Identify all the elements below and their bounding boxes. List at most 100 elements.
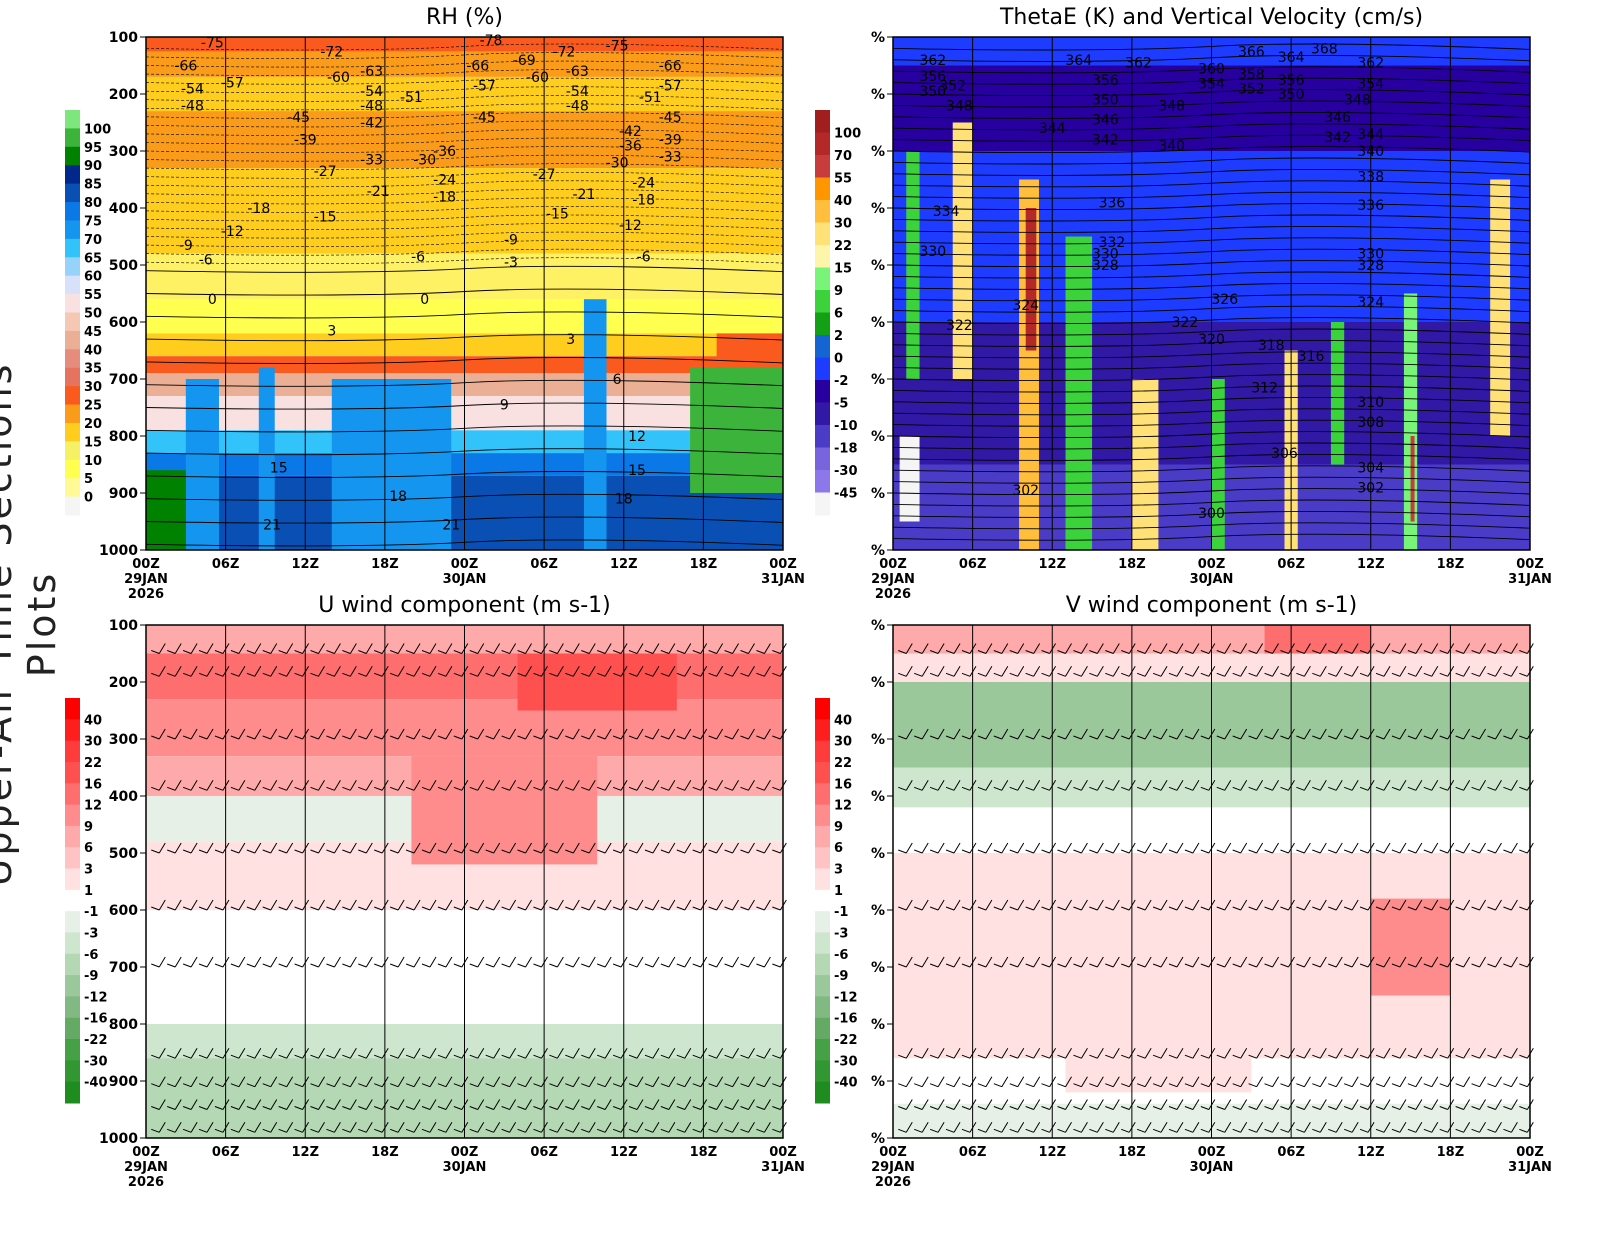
wind-barb [358,1076,373,1088]
wind-barb [1264,728,1279,740]
contour-label: 356 [919,69,946,85]
wind-barb [945,842,961,854]
colorbar-label: -30 [84,1054,108,1069]
wind-barb [1073,899,1088,911]
contour-label: -54 [360,84,383,100]
contour-label: 9 [500,398,509,414]
contour-line [145,163,784,170]
wind-barb [326,842,341,854]
x-date-label: 29JAN [124,572,168,587]
x-tick-label: 18Z [371,1145,399,1160]
wind-barb [581,780,596,791]
colorbar-swatch [65,953,80,976]
y-tick-label: % [871,144,885,160]
wind-barb [756,1047,771,1059]
colorbar-swatch [815,132,830,156]
wind-barb [756,1099,771,1110]
wind-barb [198,1076,214,1088]
panel-4: V wind component (m s-1) 00Z 06Z 12Z 18Z 00Z 0… [815,593,1552,1190]
colorbar-swatch [65,459,80,479]
wind-barb [1152,728,1168,740]
colorbar-label: 30 [84,380,102,395]
colorbar-label: -3 [834,926,848,941]
wind-barb [1009,780,1025,791]
wind-barb [1423,1076,1439,1088]
wind-barb [1407,1076,1423,1088]
wind-barb [628,956,644,968]
x-date-label: 2026 [128,1175,164,1190]
contour-label: 3 [327,324,336,340]
contour-label: 330 [919,244,946,260]
colorbar-swatch [815,932,830,955]
wind-barb [1232,780,1248,791]
wind-barb [1391,666,1407,677]
contour-label: -75 [606,39,629,55]
wind-barb [485,956,501,968]
x-date-label: 2026 [128,587,164,602]
wind-barb [756,666,771,677]
x-date-label: 2026 [875,587,911,602]
wind-barb [182,899,198,911]
contour-label: 318 [1258,338,1285,354]
wind-barb [708,666,724,677]
x-date-label: 29JAN [871,1160,915,1175]
wind-barb [421,899,437,911]
contour-label: 21 [442,517,460,533]
wind-barb [389,956,405,968]
wind-barb [1216,956,1232,968]
contour-label: 338 [1357,170,1384,186]
wind-barb [596,899,612,911]
contour-label: 332 [1099,235,1126,251]
wind-barb [581,643,596,654]
wind-barb [1328,842,1343,854]
colorbar-label: 15 [84,435,102,450]
wind-barb [1264,956,1279,968]
colorbar-swatch [65,1060,80,1083]
contour-line [145,77,784,85]
colorbar-label: 85 [84,178,102,193]
wind-barb [1057,780,1072,791]
wind-barb [1407,728,1423,740]
wind-barb [198,780,214,791]
wind-barb [389,666,405,677]
colorbar-swatch [815,698,830,720]
wind-barb [914,956,929,968]
wind-barb [326,666,341,677]
wind-barb [358,728,373,740]
wind-barb [501,728,517,740]
wind-barb [1503,899,1518,911]
wind-barb [945,728,961,740]
wind-barb [740,956,755,968]
wind-barb [914,1076,929,1088]
wind-barb [1168,1099,1184,1110]
contour-label: -15 [314,210,337,226]
wind-barb [358,842,373,854]
colorbar-swatch [65,165,80,185]
wind-barb [389,643,405,654]
wind-barb [1152,1047,1168,1059]
contour-fill [258,367,275,550]
colorbar-swatch [815,155,830,178]
colorbar-swatch [65,1039,80,1061]
contour-label: -15 [546,207,569,223]
x-tick-label: 18Z [690,557,718,572]
colorbar-label: 30 [834,217,852,232]
wind-barb [517,956,532,968]
wind-barb [1057,1122,1072,1133]
wind-barb [708,956,724,968]
colorbar-swatch [65,719,80,742]
wind-barb [565,899,580,911]
wind-barb [676,780,692,791]
contour-line [145,197,784,205]
wind-barb [469,1076,485,1088]
wind-barb [1105,1122,1120,1133]
contour-line [145,240,784,247]
colorbar-swatch [65,238,80,258]
wind-barb [1009,1122,1025,1133]
wind-barb [230,728,246,740]
wind-barb [1184,780,1200,791]
wind-barb [1105,666,1120,677]
wind-barb [929,1099,945,1110]
wind-barb [1136,842,1152,854]
wind-barb [708,728,724,740]
